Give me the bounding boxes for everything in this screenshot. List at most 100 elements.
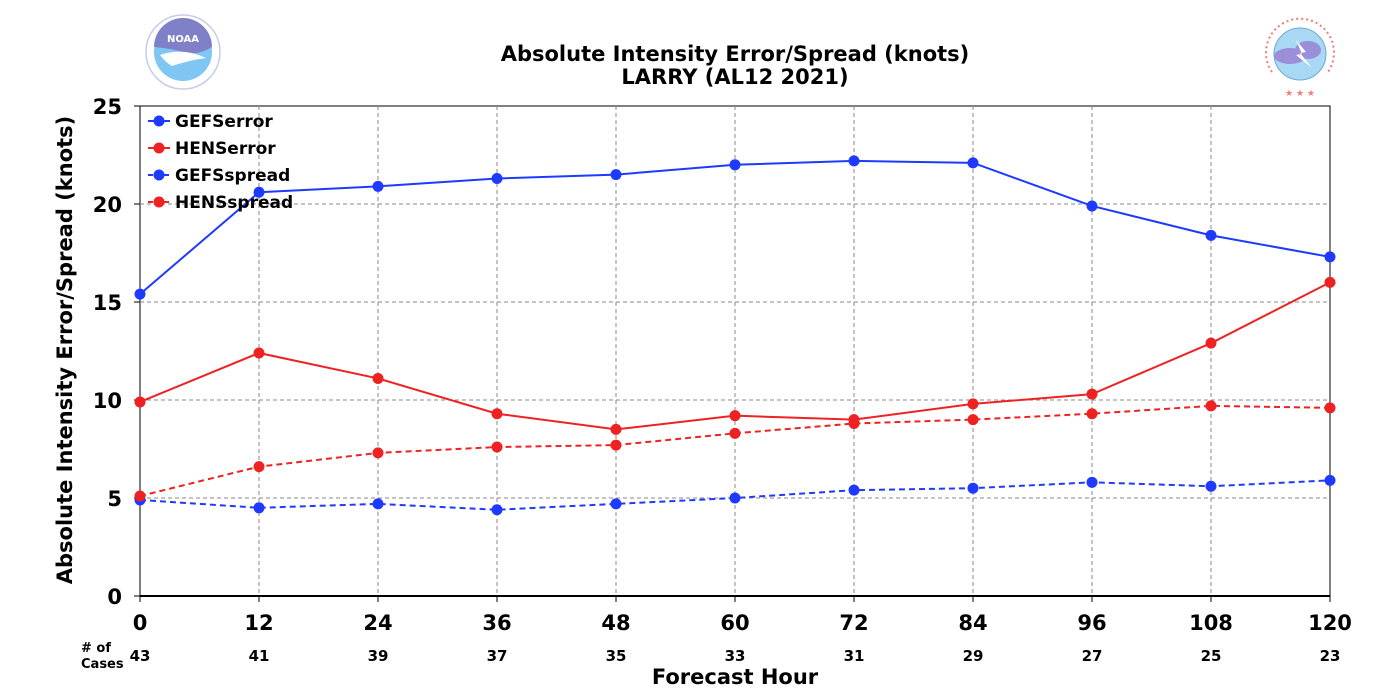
data-point xyxy=(253,347,265,359)
data-point xyxy=(134,490,146,502)
data-point xyxy=(253,461,265,473)
data-point xyxy=(491,441,503,453)
svg-text:★ ★ ★: ★ ★ ★ xyxy=(1285,89,1315,99)
y-tick-label: 15 xyxy=(93,291,122,315)
legend-item: GEFSspread xyxy=(148,166,290,186)
x-tick-label: 36 xyxy=(482,611,511,635)
data-point xyxy=(729,427,741,439)
legend-marker xyxy=(153,115,165,127)
data-point xyxy=(610,498,622,510)
case-count: 25 xyxy=(1201,647,1222,665)
case-count: 41 xyxy=(249,647,270,665)
series-gefsspread xyxy=(134,474,1336,516)
data-point xyxy=(610,169,622,181)
series-hensspread xyxy=(134,400,1336,502)
case-count: 43 xyxy=(130,647,151,665)
case-count: 29 xyxy=(963,647,984,665)
data-point xyxy=(1205,337,1217,349)
noaa-logo-text: NOAA xyxy=(167,34,199,45)
data-point xyxy=(491,504,503,516)
data-point xyxy=(848,155,860,167)
legend-item: GEFSerror xyxy=(148,112,273,132)
data-point xyxy=(134,396,146,408)
x-tick-label: 108 xyxy=(1189,611,1233,635)
x-tick-label: 12 xyxy=(244,611,273,635)
case-count: 33 xyxy=(725,647,746,665)
data-point xyxy=(729,410,741,422)
data-point xyxy=(1086,388,1098,400)
legend: GEFSerror HENSerror GEFSspread HENSspread xyxy=(148,112,293,213)
y-axis-ticks: 0 5 10 15 20 25 xyxy=(93,95,140,609)
legend-item: HENSspread xyxy=(148,193,293,213)
data-point xyxy=(372,498,384,510)
data-point xyxy=(610,439,622,451)
data-point xyxy=(134,288,146,300)
data-point xyxy=(372,447,384,459)
data-point xyxy=(1086,476,1098,488)
data-point xyxy=(967,157,979,169)
x-tick-label: 84 xyxy=(958,611,987,635)
legend-label: HENSspread xyxy=(175,193,293,213)
cases-row: 43 41 39 37 35 33 31 29 27 25 23 xyxy=(130,647,1341,665)
noaa-logo: NOAA xyxy=(145,14,221,90)
data-point xyxy=(491,408,503,420)
x-tick-label: 24 xyxy=(363,611,392,635)
x-tick-label: 72 xyxy=(839,611,868,635)
data-point xyxy=(1086,408,1098,420)
data-point xyxy=(1324,251,1336,263)
series-layer xyxy=(134,155,1336,516)
data-point xyxy=(372,180,384,192)
data-point xyxy=(967,482,979,494)
x-tick-label: 48 xyxy=(601,611,630,635)
data-point xyxy=(610,423,622,435)
legend-label: HENSerror xyxy=(175,139,276,159)
case-count: 27 xyxy=(1082,647,1103,665)
legend-label: GEFSerror xyxy=(175,112,273,132)
data-point xyxy=(1205,229,1217,241)
data-point xyxy=(491,173,503,185)
x-tick-label: 60 xyxy=(720,611,749,635)
data-point xyxy=(1205,400,1217,412)
x-tick-label: 120 xyxy=(1308,611,1352,635)
data-point xyxy=(372,372,384,384)
y-tick-label: 0 xyxy=(107,585,122,609)
case-count: 31 xyxy=(844,647,865,665)
data-point xyxy=(1324,276,1336,288)
legend-marker xyxy=(153,142,165,154)
case-count: 39 xyxy=(368,647,389,665)
y-tick-label: 10 xyxy=(93,389,122,413)
cases-label-line2: Cases xyxy=(81,657,124,672)
x-tick-label: 96 xyxy=(1077,611,1106,635)
data-point xyxy=(848,418,860,430)
legend-label: GEFSspread xyxy=(175,166,290,186)
data-point xyxy=(967,414,979,426)
series-gefserror xyxy=(134,155,1336,300)
data-point xyxy=(1086,200,1098,212)
chart-title: Absolute Intensity Error/Spread (knots) xyxy=(501,42,970,66)
legend-item: HENSerror xyxy=(148,139,276,159)
case-count: 35 xyxy=(606,647,627,665)
data-point xyxy=(1205,480,1217,492)
case-count: 23 xyxy=(1320,647,1341,665)
x-axis-label: Forecast Hour xyxy=(652,665,819,689)
x-axis-ticks: 0 12 24 36 48 60 72 84 96 108 120 xyxy=(133,596,1352,635)
data-point xyxy=(1324,474,1336,486)
data-point xyxy=(253,502,265,514)
legend-marker xyxy=(153,169,165,181)
y-tick-label: 25 xyxy=(93,95,122,119)
data-point xyxy=(1324,402,1336,414)
data-point xyxy=(253,186,265,198)
chart-subtitle: LARRY (AL12 2021) xyxy=(621,65,848,89)
data-point xyxy=(967,398,979,410)
legend-marker xyxy=(153,196,165,208)
y-tick-label: 20 xyxy=(93,193,122,217)
y-axis-label: Absolute Intensity Error/Spread (knots) xyxy=(53,116,77,585)
case-count: 37 xyxy=(487,647,508,665)
cases-label-line1: # of xyxy=(81,641,111,656)
x-tick-label: 0 xyxy=(133,611,148,635)
y-tick-label: 5 xyxy=(107,487,122,511)
data-point xyxy=(848,484,860,496)
nws-logo: ★ ★ ★ xyxy=(1263,17,1337,99)
data-point xyxy=(729,159,741,171)
